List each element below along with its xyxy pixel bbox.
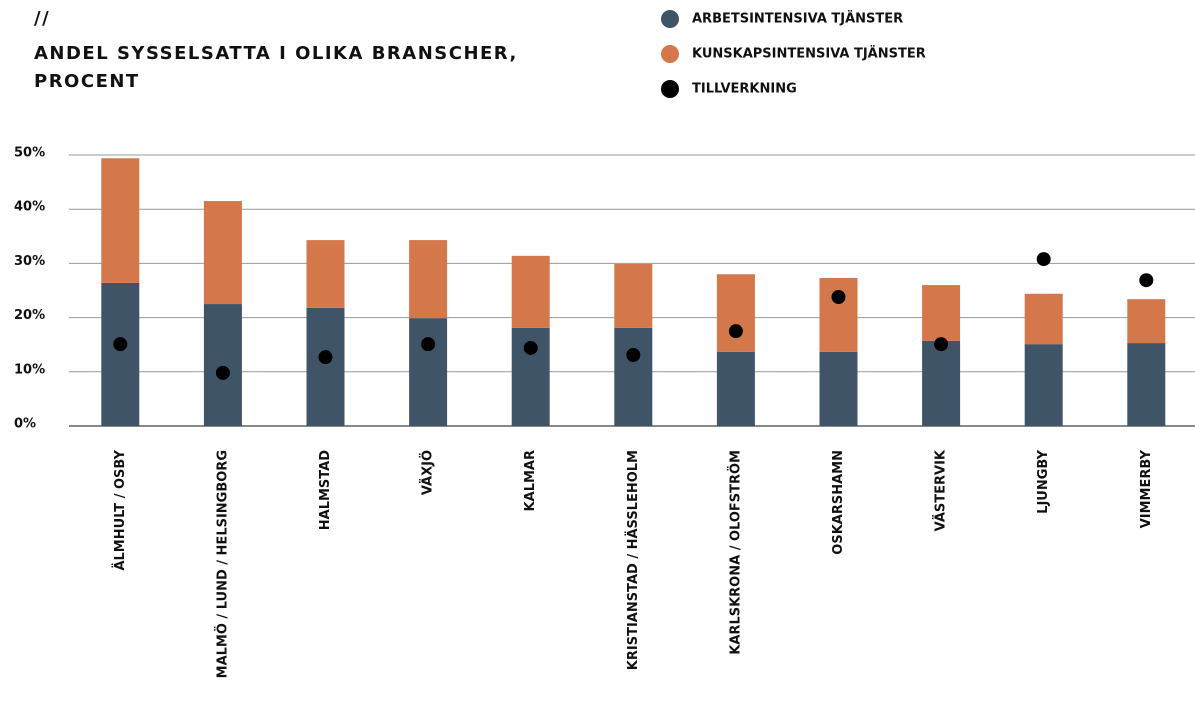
bar-segment <box>614 263 653 328</box>
y-tick-label: 0% <box>14 417 36 432</box>
bar-segment <box>409 240 448 319</box>
bar-segment <box>101 158 140 283</box>
dot <box>1036 252 1051 267</box>
bar-segment <box>922 340 961 426</box>
x-tick-label: KALMAR <box>523 450 538 511</box>
dot <box>318 350 333 365</box>
bar-segment <box>819 278 858 352</box>
legend-swatch <box>661 80 679 98</box>
legend-label: KUNSKAPSINTENSIVA TJÄNSTER <box>692 46 926 62</box>
title-mark: // <box>34 8 51 29</box>
x-tick-label: KRISTIANSTAD / HÄSSLEHOLM <box>625 450 641 670</box>
y-tick-label: 50% <box>14 146 45 161</box>
bar-segment <box>306 307 345 426</box>
dot <box>934 337 949 352</box>
legend-label: TILLVERKNING <box>692 82 797 97</box>
legend-label: ARBETSINTENSIVA TJÄNSTER <box>692 11 903 27</box>
x-tick-label: KARLSKRONA / OLOFSTRÖM <box>727 450 743 655</box>
bar-segment <box>716 274 755 352</box>
dot <box>626 347 641 362</box>
bar-segment <box>1127 343 1166 426</box>
dot <box>215 365 230 380</box>
x-tick-label: MALMÖ / LUND / HELSINGBORG <box>214 450 230 678</box>
x-tick-label: LJUNGBY <box>1036 449 1051 513</box>
x-tick-label: VÄXJÖ <box>420 450 436 495</box>
dot <box>523 340 538 355</box>
bar-segment <box>819 351 858 426</box>
bar-segment <box>511 255 550 328</box>
x-tick-label: HALMSTAD <box>318 450 333 530</box>
x-tick-label: VÄSTERVIK <box>933 449 949 531</box>
dot <box>728 324 743 339</box>
dot <box>831 290 846 305</box>
bar-segment <box>101 282 140 426</box>
bar-segment <box>922 285 961 341</box>
y-tick-label: 20% <box>14 308 45 323</box>
y-tick-label: 10% <box>14 362 45 377</box>
bar-segment <box>409 318 448 426</box>
y-tick-label: 30% <box>14 254 45 269</box>
bar-segment <box>1024 344 1063 426</box>
bar-segment <box>203 304 242 426</box>
x-tick-label: VIMMERBY <box>1139 449 1154 528</box>
y-tick-label: 40% <box>14 200 45 215</box>
bar-segment <box>306 240 345 308</box>
chart-title: ANDEL SYSSELSATTA I OLIKA BRANSCHER, PRO… <box>34 43 518 92</box>
bar-segment <box>716 351 755 426</box>
bar-segment <box>1127 299 1166 344</box>
bar-segment <box>614 327 653 426</box>
dot <box>1139 273 1154 288</box>
x-tick-label: ÄLMHULT / OSBY <box>112 449 128 570</box>
legend-swatch <box>661 45 679 63</box>
bar-segment <box>1024 293 1063 345</box>
dot <box>421 337 436 352</box>
bar-segment <box>203 201 242 305</box>
x-tick-label: OSKARSHAMN <box>831 450 846 555</box>
dot <box>113 337 128 352</box>
legend-swatch <box>661 10 679 28</box>
